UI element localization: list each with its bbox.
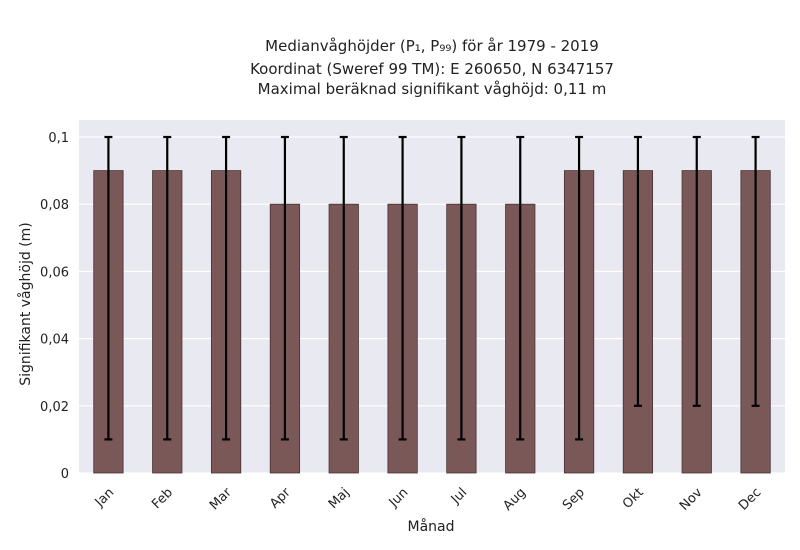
x-tick-label-maj: Maj [326,485,353,512]
x-tick-label-dec: Dec [736,485,764,513]
x-tick-label-apr: Apr [267,485,294,512]
plot-area [79,120,785,473]
x-tick-label-mar: Mar [207,485,235,513]
error-bar-jun [398,135,407,441]
error-bar-okt [633,135,642,407]
y-axis-label: Signifikant våghöjd (m) [17,222,34,385]
error-bar-feb [163,135,172,441]
y-tick-label: 0,02 [40,400,69,415]
error-bar-dec [751,135,760,407]
chart-title-line-2: Koordinat (Sweref 99 TM): E 260650, N 63… [250,60,614,78]
x-tick-label-nov: Nov [677,485,706,514]
error-bar-jul [457,135,466,441]
x-tick-label-okt: Okt [620,485,647,512]
error-bar-aug [516,135,525,441]
x-tick-label-aug: Aug [501,485,530,514]
x-axis-ticks: Jan Feb Mar Apr Maj Jun Jul Aug Sep Okt Nov Dec [92,485,765,514]
y-tick-label: 0 [61,467,69,482]
y-tick-label: 0,08 [40,198,69,213]
error-bar-apr [280,135,289,441]
error-bar-sep [575,135,584,441]
error-bar-mar [222,135,231,441]
x-tick-label-jan: Jan [92,485,117,510]
chart-title-line-3: Maximal beräknad signifikant våghöjd: 0,… [258,80,607,98]
y-tick-label: 0,06 [40,265,69,280]
x-tick-label-jul: Jul [448,485,470,507]
x-tick-label-sep: Sep [560,485,588,513]
grid-lines [79,136,785,474]
error-bar-jan [104,135,113,441]
chart-title-line-1: Medianvåghöjder (P₁, P₉₉) för år 1979 - … [265,37,599,55]
y-tick-label: 0,04 [40,333,69,348]
x-tick-label-feb: Feb [149,485,176,512]
error-bar-maj [339,135,348,441]
error-bar-nov [692,135,701,407]
x-axis-label: Månad [408,518,455,535]
y-tick-label: 0,1 [48,131,69,146]
y-axis-ticks: 0 0,02 0,04 0,06 0,08 0,1 [40,131,69,482]
chart-title: Medianvåghöjder (P₁, P₉₉) för år 1979 - … [250,37,614,98]
x-tick-label-jun: Jun [386,485,412,511]
error-bars [104,135,760,441]
